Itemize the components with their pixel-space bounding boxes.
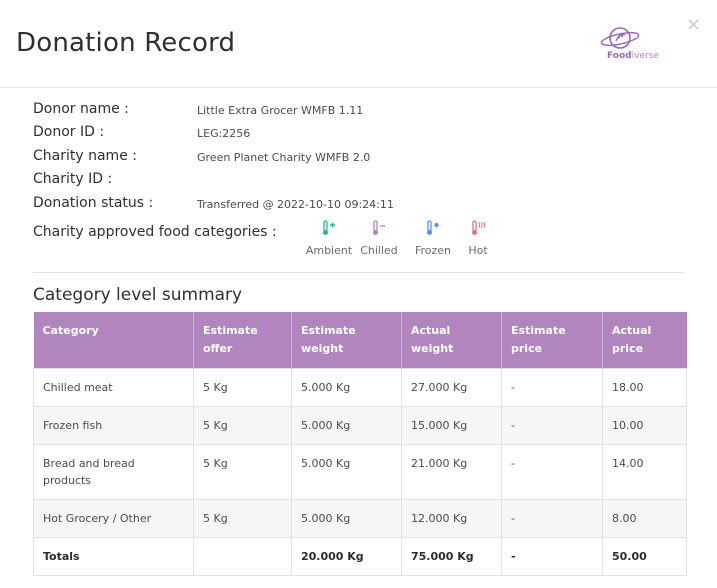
page-title: Donation Record — [16, 28, 236, 58]
cell-estimate-weight: 5.000 Kg — [291, 444, 402, 500]
cell-category: Frozen fish — [33, 406, 194, 445]
totals-row: Totals 20.000 Kg 75.000 Kg - 50.00 — [33, 537, 687, 576]
category-chilled: Chilled — [358, 220, 400, 257]
category-chilled-label: Chilled — [360, 244, 398, 257]
thermometer-minus-icon — [373, 220, 385, 235]
approved-categories-label: Charity approved food categories : — [33, 224, 277, 240]
summary-table: Category Estimate offer Estimate weight … — [33, 312, 687, 576]
donation-status-label: Donation status : — [33, 195, 154, 211]
cell-actual-price: 18.00 — [602, 368, 687, 407]
table-header-row: Category Estimate offer Estimate weight … — [33, 312, 687, 369]
cell-estimate-offer: 5 Kg — [193, 444, 292, 500]
cell-actual-weight: 12.000 Kg — [401, 499, 502, 538]
category-hot: Hot — [462, 220, 494, 257]
cell-estimate-offer: 5 Kg — [193, 368, 292, 407]
cell-estimate-weight: 5.000 Kg — [291, 368, 402, 407]
cell-estimate-price: - — [501, 444, 603, 500]
foodiverse-logo — [600, 27, 640, 49]
header-estimate-price: Estimate price — [501, 312, 603, 369]
donor-id-label: Donor ID : — [33, 124, 105, 140]
thermometer-heat-icon — [472, 220, 485, 235]
logo-text: Foodiverse — [607, 51, 659, 61]
category-frozen: Frozen — [412, 220, 454, 257]
charity-name-label: Charity name : — [33, 148, 137, 164]
cell-estimate-weight: 5.000 Kg — [291, 499, 402, 538]
cell-totals-estimate-weight: 20.000 Kg — [291, 537, 402, 576]
cell-totals-actual-price: 50.00 — [602, 537, 687, 576]
cell-actual-weight: 21.000 Kg — [401, 444, 502, 500]
header-estimate-weight: Estimate weight — [291, 312, 402, 369]
cell-actual-weight: 27.000 Kg — [401, 368, 502, 407]
cell-actual-price: 8.00 — [602, 499, 687, 538]
cell-category: Hot Grocery / Other — [33, 499, 194, 538]
donor-id-value: LEG:2256 — [197, 127, 251, 140]
donor-name-value: Little Extra Grocer WMFB 1.11 — [197, 104, 364, 117]
cell-estimate-price: - — [501, 406, 603, 445]
category-ambient-label: Ambient — [305, 244, 353, 257]
summary-title: Category level summary — [33, 285, 243, 305]
cell-estimate-price: - — [501, 499, 603, 538]
thermometer-plus-icon — [323, 220, 335, 235]
table-row: Bread and bread products 5 Kg 5.000 Kg 2… — [33, 444, 687, 500]
close-icon[interactable]: × — [686, 14, 702, 35]
cell-category: Bread and bread products — [33, 444, 194, 500]
category-frozen-label: Frozen — [414, 244, 452, 257]
charity-name-value: Green Planet Charity WMFB 2.0 — [197, 151, 371, 164]
header-estimate-offer: Estimate offer — [193, 312, 292, 369]
cell-totals-estimate-offer — [193, 537, 292, 576]
donor-name-label: Donor name : — [33, 101, 129, 117]
cell-totals-label: Totals — [33, 537, 194, 576]
category-ambient: Ambient — [305, 220, 353, 257]
cell-totals-estimate-price: - — [501, 537, 603, 576]
divider — [33, 272, 685, 273]
cell-actual-price: 14.00 — [602, 444, 687, 500]
cell-actual-weight: 15.000 Kg — [401, 406, 502, 445]
cell-estimate-offer: 5 Kg — [193, 499, 292, 538]
cell-totals-actual-weight: 75.000 Kg — [401, 537, 502, 576]
donation-status-value: Transferred @ 2022-10-10 09:24:11 — [197, 198, 394, 211]
table-row: Frozen fish 5 Kg 5.000 Kg 15.000 Kg - 10… — [33, 406, 687, 445]
cell-estimate-price: - — [501, 368, 603, 407]
cell-estimate-offer: 5 Kg — [193, 406, 292, 445]
table-row: Hot Grocery / Other 5 Kg 5.000 Kg 12.000… — [33, 499, 687, 538]
category-hot-label: Hot — [468, 244, 488, 257]
cell-category: Chilled meat — [33, 368, 194, 407]
header-actual-weight: Actual weight — [401, 312, 502, 369]
thermometer-snowflake-icon — [427, 220, 439, 235]
table-row: Chilled meat 5 Kg 5.000 Kg 27.000 Kg - 1… — [33, 368, 687, 407]
charity-id-label: Charity ID : — [33, 171, 113, 187]
header-category: Category — [33, 312, 194, 369]
header-actual-price: Actual price — [602, 312, 687, 369]
cell-actual-price: 10.00 — [602, 406, 687, 445]
modal-header: Donation Record Foodiverse × — [0, 0, 717, 88]
cell-estimate-weight: 5.000 Kg — [291, 406, 402, 445]
